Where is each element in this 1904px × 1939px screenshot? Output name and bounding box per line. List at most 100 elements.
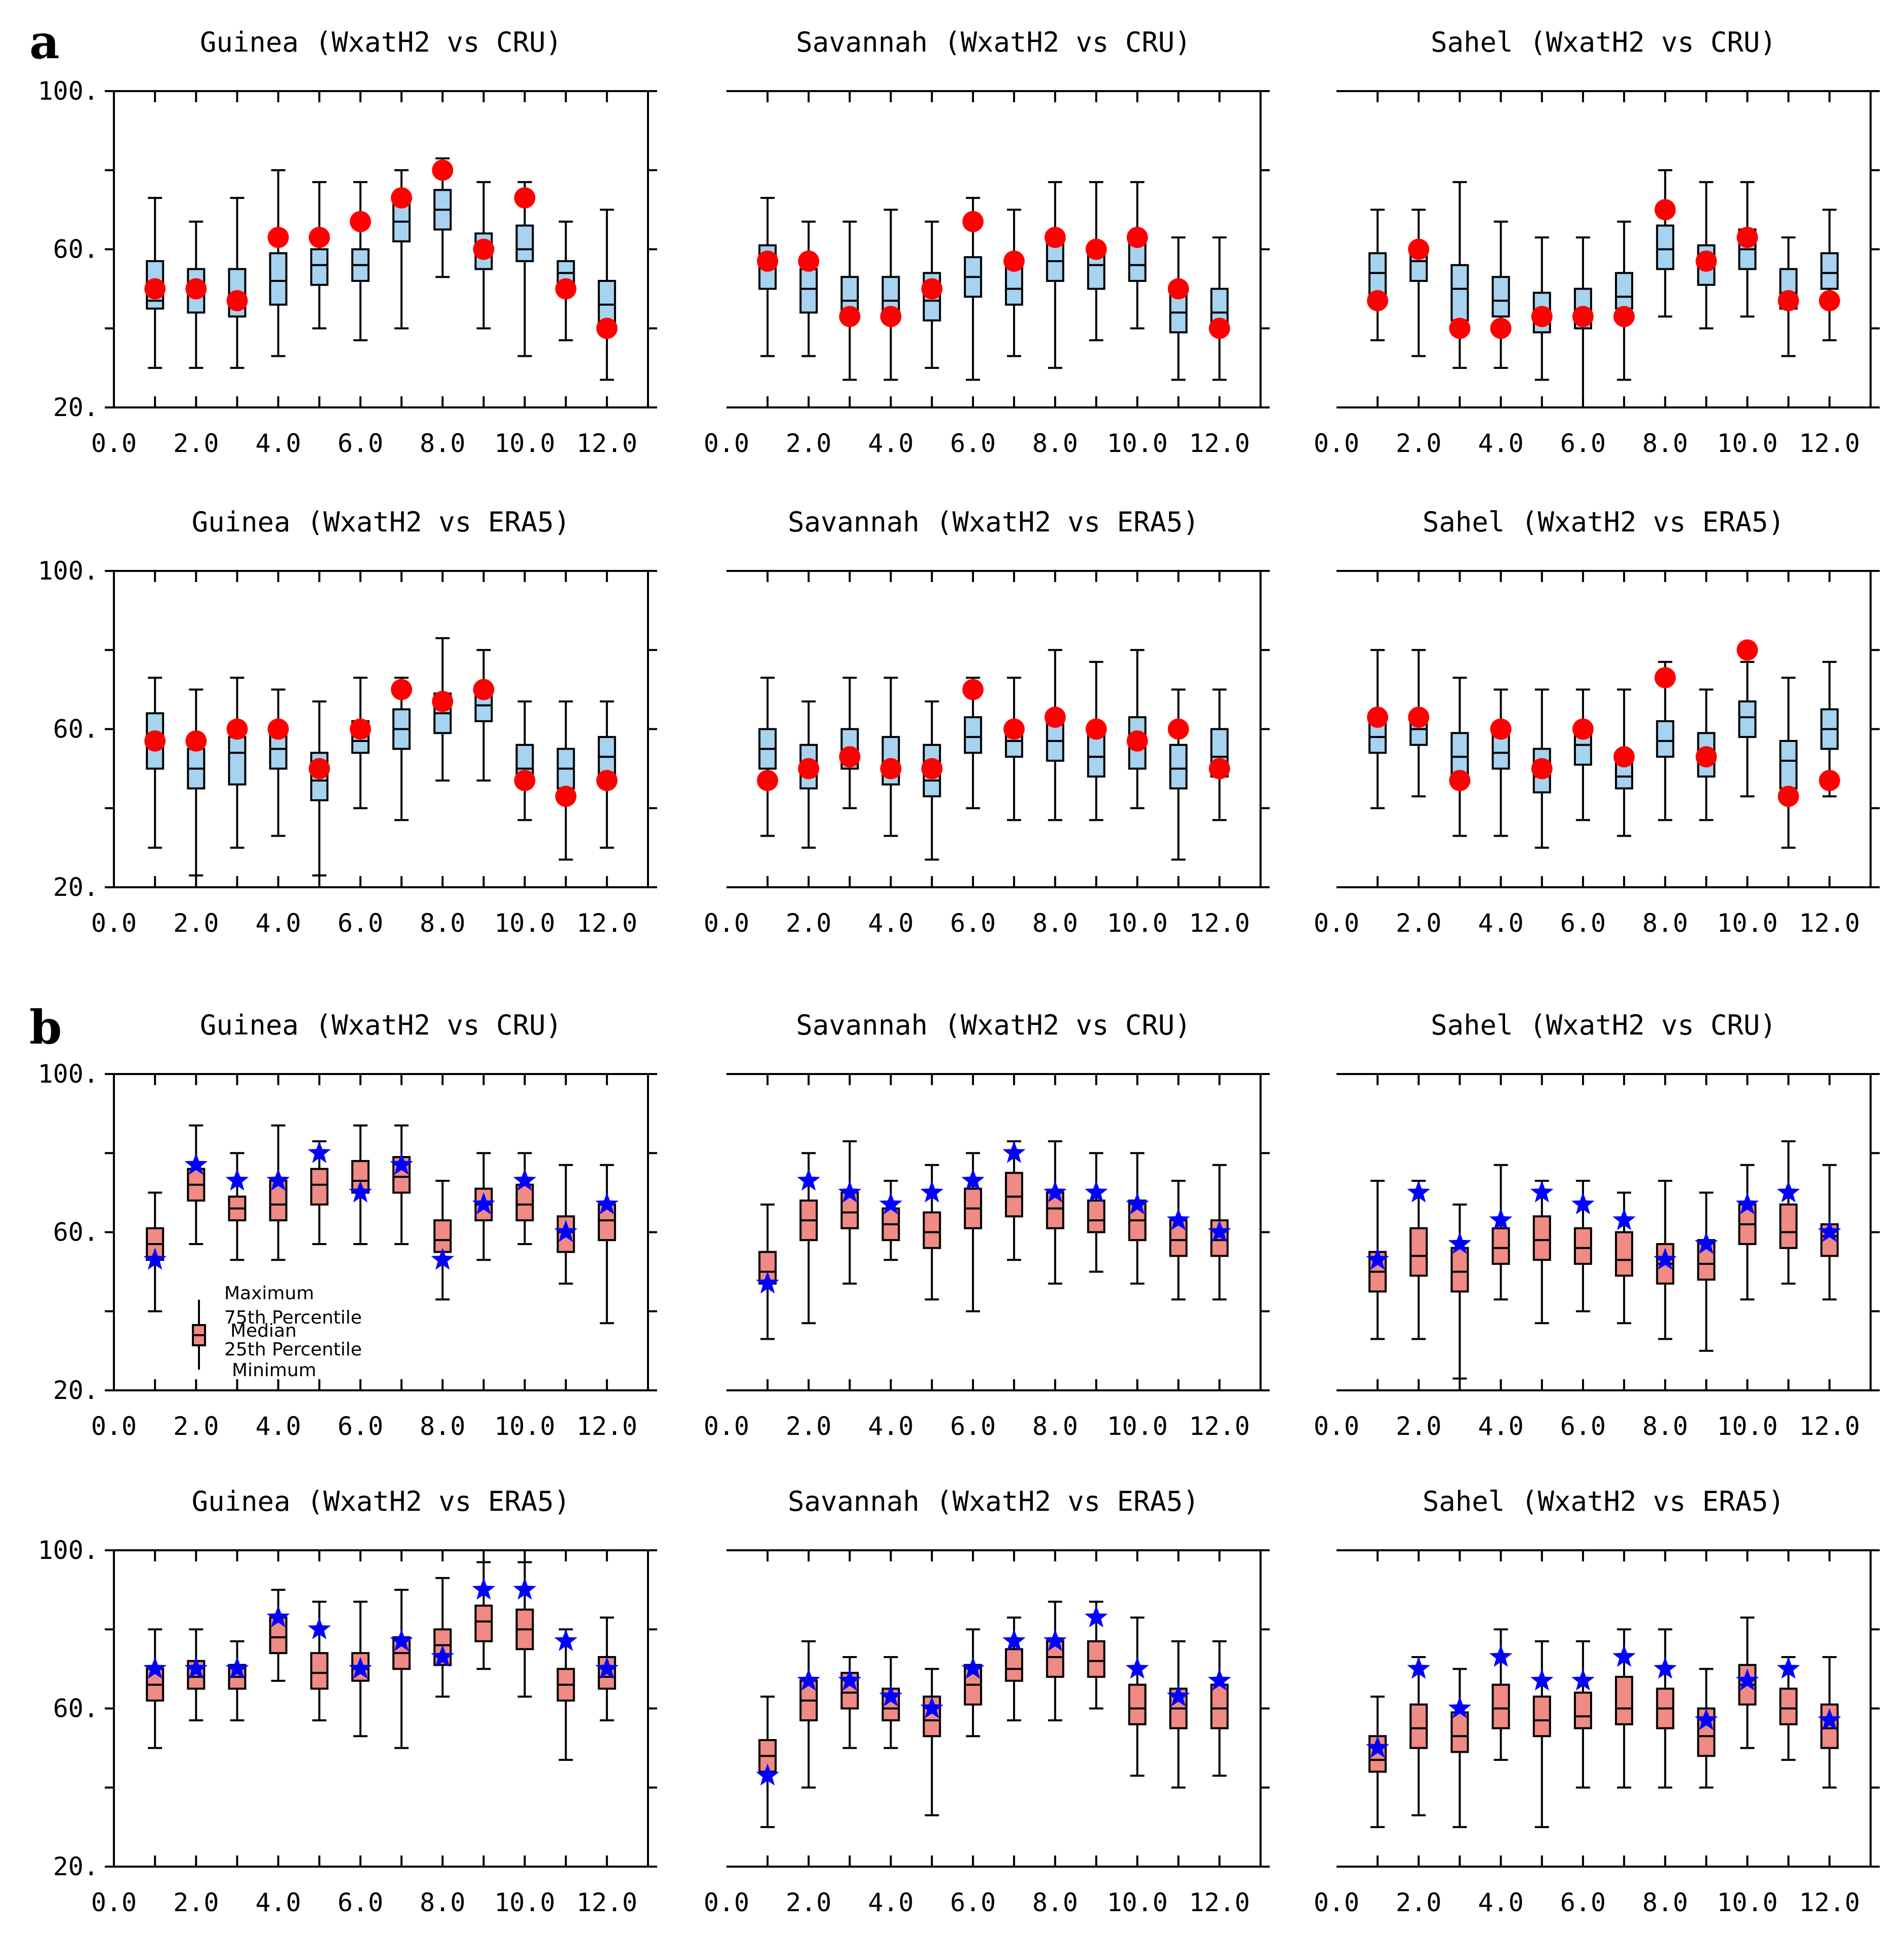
box-month-7 [1002, 1616, 1026, 1721]
box-month-8 [1043, 1600, 1067, 1721]
observed-star [1166, 1208, 1190, 1230]
observed-star [143, 1657, 167, 1679]
box-month-1 [143, 1191, 167, 1312]
observed-star [1571, 1668, 1595, 1691]
box-month-12 [1208, 1640, 1231, 1777]
box-month-7 [1612, 1191, 1636, 1325]
x-tick-label: 8.0 [1642, 1412, 1688, 1441]
iqr-box [1087, 1640, 1106, 1678]
x-tick-label: 8.0 [1642, 909, 1688, 938]
box-month-4 [266, 1124, 290, 1261]
box-month-8 [432, 637, 454, 782]
box-month-11 [1777, 676, 1799, 849]
x-tick-label: 6.0 [338, 1888, 383, 1917]
x-tick-label: 10.0 [1107, 1412, 1167, 1441]
observed-star [756, 1271, 779, 1294]
observed-point [1208, 317, 1230, 339]
panel-title: Guinea (WxatH2 vs ERA5) [192, 1486, 571, 1517]
x-tick-label: 8.0 [420, 909, 465, 938]
x-tick-label: 4.0 [868, 909, 913, 938]
x-tick-label: 8.0 [1642, 1888, 1688, 1917]
x-tick-label: 0.0 [91, 429, 137, 458]
box-month-5 [1530, 1640, 1554, 1828]
x-tick-label: 0.0 [704, 909, 749, 938]
observed-star [838, 1180, 862, 1203]
x-tick-label: 8.0 [1032, 1412, 1078, 1441]
panel-4: Guinea (WxatH2 vs ERA5) 0.0 2.0 4.0 6.0 8.0 10… [38, 506, 657, 938]
x-tick-label: 4.0 [1478, 909, 1523, 938]
observed-point [514, 770, 536, 792]
x-tick-label: 4.0 [255, 429, 301, 458]
box-month-12 [1208, 1164, 1231, 1301]
y-tick-label: 20. [53, 873, 99, 902]
observed-star [472, 1192, 496, 1215]
box-month-12 [1208, 236, 1230, 381]
x-tick-label: 4.0 [255, 909, 301, 938]
observed-point [226, 718, 248, 740]
observed-point [514, 187, 536, 209]
box-month-4 [879, 1656, 903, 1749]
observed-star [1125, 1192, 1149, 1215]
x-tick-label: 0.0 [91, 909, 137, 938]
x-tick-label: 12.0 [1189, 909, 1250, 938]
iqr-box [310, 248, 329, 286]
x-tick-label: 10.0 [1717, 1412, 1777, 1441]
box-month-4 [880, 209, 902, 381]
box-month-7 [1613, 220, 1635, 381]
observed-star [1084, 1180, 1108, 1203]
x-tick-label: 0.0 [1314, 429, 1359, 458]
x-tick-label: 2.0 [173, 1412, 219, 1441]
observed-point [144, 278, 166, 300]
box-month-12 [1818, 209, 1840, 342]
box-month-6 [962, 196, 984, 381]
box-month-9 [1694, 1191, 1718, 1352]
x-tick-label: 8.0 [420, 1412, 465, 1441]
x-tick-label: 8.0 [420, 1888, 465, 1917]
observed-star [390, 1152, 413, 1175]
x-tick-label: 12.0 [1799, 429, 1860, 458]
box-month-5 [307, 1600, 331, 1721]
observed-star [1694, 1708, 1718, 1730]
legend-25th-percentile: 25th Percentile [224, 1339, 362, 1360]
observed-star [1612, 1208, 1636, 1230]
x-tick-label: 0.0 [704, 429, 749, 458]
observed-point [1654, 667, 1676, 688]
observed-point [1777, 786, 1799, 807]
box-month-12 [596, 700, 618, 849]
iqr-box [1656, 720, 1675, 758]
box-month-8 [1043, 1140, 1067, 1285]
box-month-3 [839, 676, 861, 809]
box-month-4 [267, 169, 289, 357]
panel-title: Savannah (WxatH2 vs CRU) [796, 26, 1191, 58]
x-tick-label: 6.0 [1560, 429, 1606, 458]
box-month-4 [1490, 688, 1512, 837]
box-month-3 [225, 1640, 249, 1721]
box-month-6 [961, 1152, 985, 1312]
legend-maximum: Maximum [224, 1283, 314, 1304]
observed-star [349, 1657, 372, 1679]
x-tick-label: 4.0 [1478, 1888, 1523, 1917]
box-month-4 [879, 1179, 903, 1261]
box-month-2 [797, 1640, 821, 1789]
box-month-11 [1166, 1179, 1190, 1301]
box-month-1 [144, 676, 166, 849]
iqr-box [1005, 1648, 1024, 1682]
observed-point [1613, 746, 1635, 768]
observed-point [1449, 770, 1471, 792]
observed-star [225, 1657, 249, 1679]
observed-point [185, 278, 207, 300]
observed-point [1818, 290, 1840, 312]
x-tick-label: 0.0 [704, 1888, 749, 1917]
observed-point [1654, 199, 1676, 221]
panel-title: Sahel (WxatH2 vs ERA5) [1423, 506, 1785, 538]
x-tick-label: 10.0 [1717, 1888, 1777, 1917]
observed-star [879, 1192, 903, 1215]
box-month-10 [513, 1561, 537, 1698]
observed-point [349, 211, 371, 232]
observed-star [1125, 1657, 1149, 1679]
box-month-2 [797, 1152, 821, 1325]
x-tick-label: 0.0 [91, 1888, 137, 1917]
x-tick-label: 10.0 [1717, 909, 1777, 938]
x-tick-label: 12.0 [1799, 1412, 1860, 1441]
box-month-10 [1126, 649, 1148, 809]
